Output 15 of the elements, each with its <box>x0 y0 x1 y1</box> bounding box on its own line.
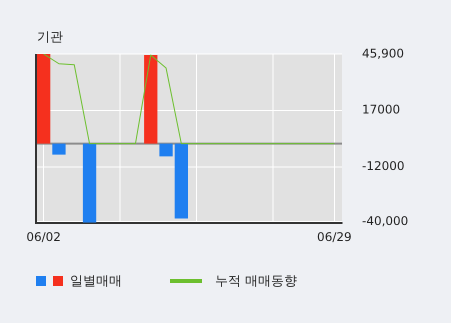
legend-label: 일별매매 <box>70 273 122 290</box>
legend-label: 누적 매매동향 <box>215 273 298 290</box>
x-tick-label: 06/02 <box>26 230 61 244</box>
y-tick-label: -40,000 <box>362 214 408 228</box>
x-tick-label: 06/29 <box>317 230 352 244</box>
bar <box>36 54 50 144</box>
bar <box>52 144 66 155</box>
bar <box>144 54 158 144</box>
bar <box>174 144 188 219</box>
y-tick-label: 45,900 <box>362 46 404 60</box>
bar <box>159 144 173 156</box>
y-tick-label: -12000 <box>362 159 405 174</box>
y-tick-label: 17000 <box>362 102 400 117</box>
chart-title: 기관 <box>37 29 63 46</box>
bar <box>82 144 96 223</box>
